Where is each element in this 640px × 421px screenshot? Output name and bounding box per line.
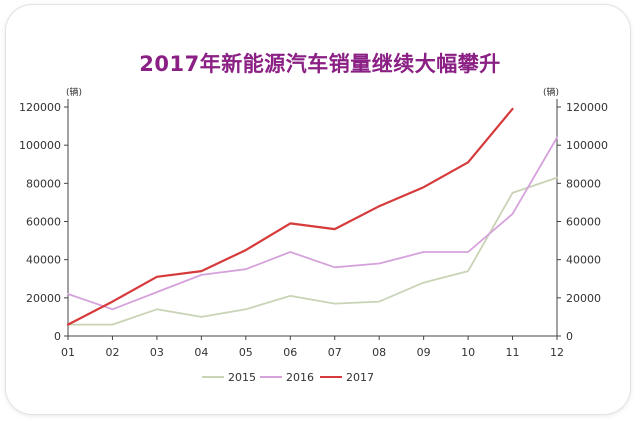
legend-label-2016: 2016 (286, 371, 314, 384)
axes (64, 99, 561, 340)
y-tick-label-left: 60000 (26, 216, 61, 229)
y-tick-label-left: 40000 (26, 254, 61, 267)
chart-title: 2017年新能源汽车销量继续大幅攀升 (139, 52, 501, 76)
y-tick-label-left: 80000 (26, 177, 61, 190)
y-tick-label-right: 120000 (566, 101, 608, 114)
x-tick-label: 09 (417, 346, 431, 359)
series-line-2016 (67, 136, 558, 311)
y-tick-label-right: 0 (566, 330, 573, 343)
x-tick-label: 02 (105, 346, 119, 359)
series-line-2017 (66, 107, 514, 326)
x-tick-label: 05 (239, 346, 253, 359)
x-tick-label: 12 (550, 346, 564, 359)
right-unit-label: (辆) (543, 86, 559, 98)
y-tick-label-right: 60000 (566, 216, 601, 229)
legend-label-2017: 2017 (346, 371, 374, 384)
x-tick-label: 11 (506, 346, 520, 359)
x-tick-label: 10 (461, 346, 475, 359)
series-lines (66, 107, 558, 326)
x-tick-label: 01 (61, 346, 75, 359)
chart-card (6, 5, 630, 414)
x-tick-label: 04 (194, 346, 208, 359)
left-unit-label: (辆) (66, 86, 82, 98)
y-tick-label-left: 20000 (26, 292, 61, 305)
y-tick-label-left: 120000 (19, 101, 61, 114)
y-tick-label-right: 20000 (566, 292, 601, 305)
legend: 2015 2016 2017 (202, 371, 374, 384)
y-tick-label-right: 40000 (566, 254, 601, 267)
y-tick-label-right: 80000 (566, 177, 601, 190)
x-tick-label: 03 (150, 346, 164, 359)
legend-label-2015: 2015 (228, 371, 256, 384)
y-tick-label-left: 0 (54, 330, 61, 343)
y-tick-label-right: 100000 (566, 139, 608, 152)
x-tick-label: 07 (328, 346, 342, 359)
x-tick-label: 06 (283, 346, 297, 359)
y-tick-label-left: 100000 (19, 139, 61, 152)
series-line-2015 (67, 176, 558, 326)
x-tick-label: 08 (372, 346, 386, 359)
tick-labels: 0 0 20000 20000 40000 40000 60000 60000 80000 800… (19, 101, 608, 359)
